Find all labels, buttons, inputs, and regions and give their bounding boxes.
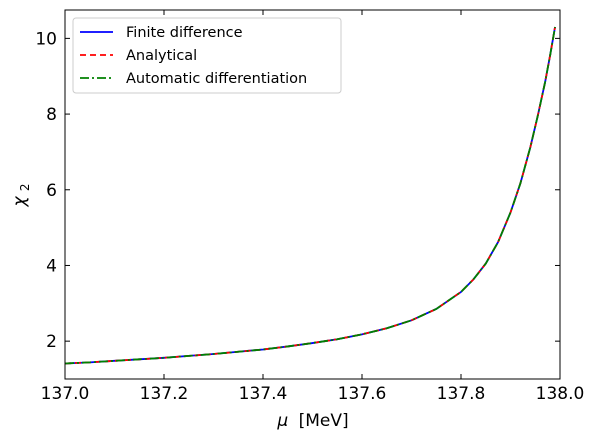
series-line-2 xyxy=(64,26,556,365)
y-tick-label: 4 xyxy=(46,256,57,276)
y-tick-label: 2 xyxy=(46,332,57,352)
x-tick-label: 137.0 xyxy=(41,384,90,404)
plot-frame xyxy=(64,9,561,380)
y-axis-label: χ 2 xyxy=(10,183,32,207)
legend: Finite difference Analytical Automatic dif… xyxy=(72,17,342,94)
x-axis-label: μ [MeV] xyxy=(276,411,348,431)
y-tick-label: 6 xyxy=(46,181,57,201)
x-tick-label: 137.2 xyxy=(140,384,189,404)
legend-box xyxy=(72,17,342,94)
x-tick-label: 137.6 xyxy=(338,384,387,404)
series-layer xyxy=(64,26,556,365)
y-tick-label: 8 xyxy=(46,105,57,125)
ticks-layer: 137.0 137.2 137.4 137.6 137.8 138.0 2 4 6 8 10 xyxy=(35,10,584,404)
legend-label-2: Automatic differentiation xyxy=(126,71,307,87)
x-tick-label: 137.4 xyxy=(239,384,288,404)
y-axis-subscript: 2 xyxy=(18,183,32,191)
x-tick-label: 138.0 xyxy=(536,384,585,404)
y-axis-symbol: χ xyxy=(10,196,30,208)
x-tick-label: 137.8 xyxy=(437,384,486,404)
legend-entries: Finite difference Analytical Automatic dif… xyxy=(80,25,307,87)
x-axis-symbol: μ xyxy=(276,411,288,431)
legend-label-1: Analytical xyxy=(126,48,197,64)
y-tick-label: 10 xyxy=(35,29,57,49)
legend-label-0: Finite difference xyxy=(126,25,243,41)
x-axis-unit: [MeV] xyxy=(299,411,349,431)
